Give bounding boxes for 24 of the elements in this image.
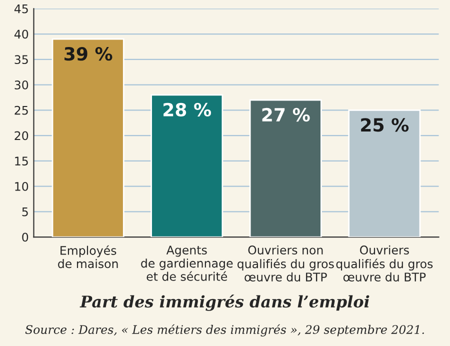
y-tick-label: 35 xyxy=(14,55,28,64)
y-tick-label: 0 xyxy=(22,232,28,242)
y-tick-label: 5 xyxy=(22,208,28,216)
data-label: 25 % xyxy=(361,118,409,132)
source-note: Source : Dares, « Les métiers des immigrés », 29 septembre 2021. xyxy=(25,324,424,336)
x-tick-label: Agents de gardiennage et de sécurité xyxy=(141,246,233,281)
y-tick-label: 10 xyxy=(15,182,28,191)
x-tick-label: Ouvriers non qualifiés du gros œuvre du BTP xyxy=(238,245,334,282)
bar xyxy=(150,94,224,238)
bar xyxy=(348,109,421,238)
bar xyxy=(52,38,124,238)
x-tick-label: Ouvriers qualifiés du gros œuvre du BTP xyxy=(336,245,433,282)
y-tick-label: 40 xyxy=(14,30,28,39)
y-tick-label: 45 xyxy=(14,4,28,14)
bar xyxy=(249,99,322,238)
x-tick-label: Employés de maison xyxy=(58,245,118,268)
y-tick-label: 25 xyxy=(14,106,28,115)
data-label: 27 % xyxy=(262,108,310,122)
y-tick-label: 30 xyxy=(14,80,28,90)
text: Part des immigrés dans l’emploi xyxy=(80,294,370,311)
y-tick-label: 20 xyxy=(14,131,28,140)
y-tick-label: 15 xyxy=(15,156,28,166)
data-label: 28 % xyxy=(164,102,212,117)
data-label: 39 % xyxy=(64,47,112,61)
